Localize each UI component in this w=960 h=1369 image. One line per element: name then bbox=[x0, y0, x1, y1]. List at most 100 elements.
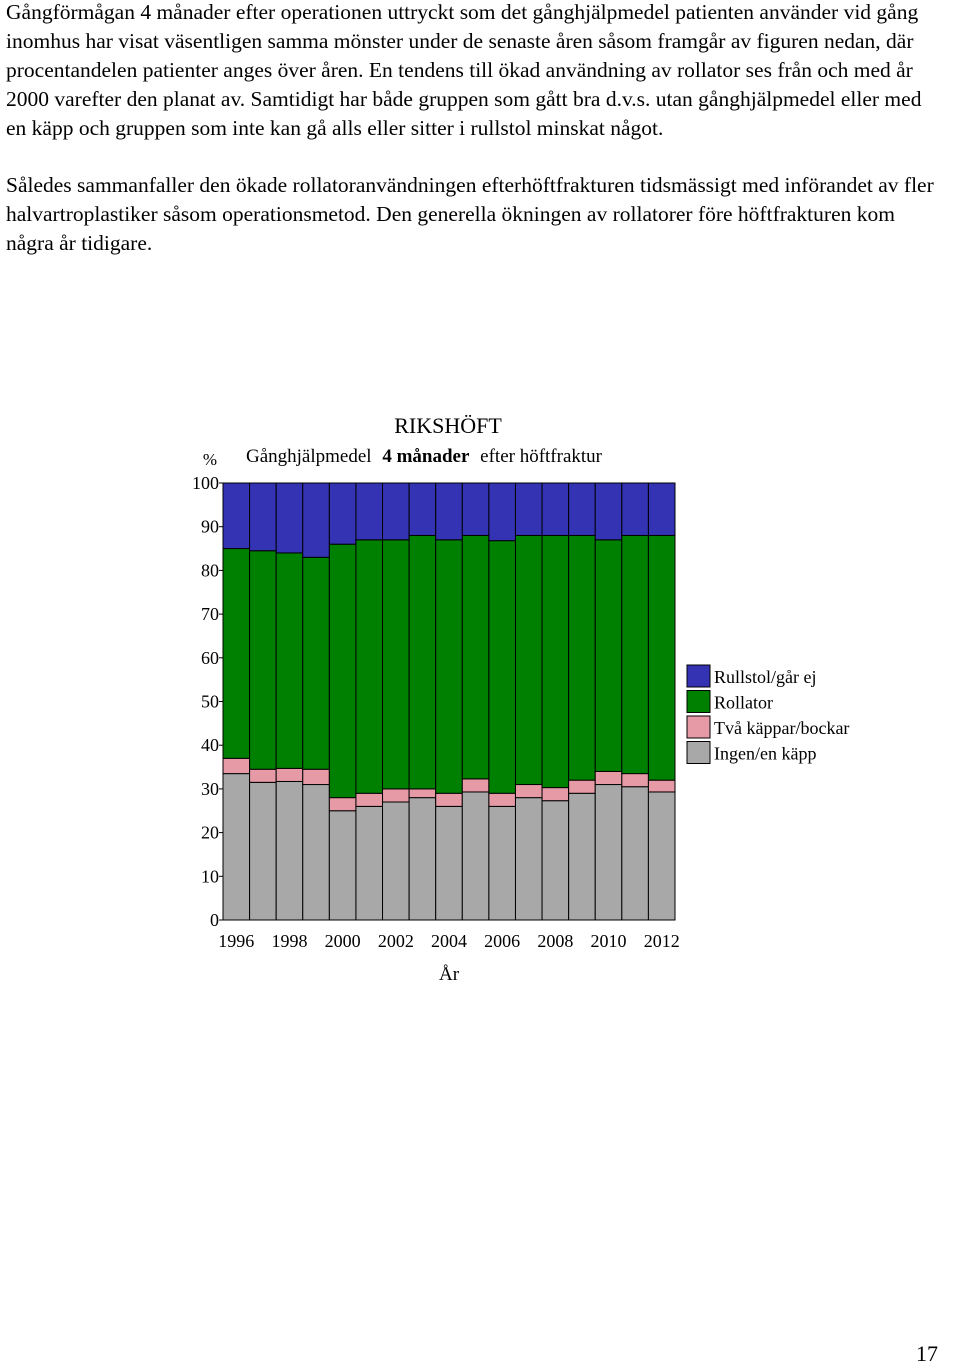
legend-label-1: Rollator bbox=[714, 693, 773, 713]
legend-swatch-0 bbox=[686, 664, 711, 688]
bar-1999-series-2 bbox=[302, 556, 330, 770]
y-tick-label-40: 40 bbox=[201, 735, 219, 755]
bar-1997-series-2 bbox=[249, 550, 277, 770]
x-tick-label-2000: 2000 bbox=[325, 931, 361, 951]
y-tick-label-100: 100 bbox=[192, 473, 219, 493]
plot-area: 0 10 20 30 40 50 60 70 80 90 100 1996 1998 2000 2002 20… bbox=[192, 473, 680, 951]
bar-2003-series-2 bbox=[408, 534, 437, 790]
bar-2009-series-0 bbox=[568, 792, 596, 921]
bar-2005-series-2 bbox=[461, 534, 490, 780]
legend-swatch-1 bbox=[686, 690, 711, 713]
bar-2009-series-2 bbox=[568, 534, 596, 781]
bar-2000-series-1 bbox=[328, 797, 357, 812]
bar-2007-series-1 bbox=[514, 784, 543, 799]
x-tick-label-2002: 2002 bbox=[378, 931, 414, 951]
bar-2012-series-2 bbox=[647, 534, 676, 781]
y-tick-label-90: 90 bbox=[201, 517, 219, 537]
bar-1999-series-0 bbox=[302, 784, 330, 921]
bar-2010-series-1 bbox=[594, 770, 623, 786]
x-tick-label-2008: 2008 bbox=[537, 931, 573, 951]
legend-label-0: Rullstol/går ej bbox=[714, 667, 817, 687]
legend-swatch-2 bbox=[686, 715, 711, 739]
bar-2001-series-3 bbox=[355, 482, 384, 541]
bar-1996-series-0 bbox=[222, 773, 251, 921]
bar-2003-series-0 bbox=[408, 797, 437, 921]
bar-1996-series-3 bbox=[222, 482, 251, 550]
bar-2012-series-1 bbox=[647, 779, 676, 793]
bar-2005-series-3 bbox=[461, 482, 490, 536]
bar-2009-series-3 bbox=[568, 482, 596, 536]
bar-2008-series-3 bbox=[541, 482, 570, 536]
page-number: 17 bbox=[916, 1341, 938, 1366]
bar-2010-series-3 bbox=[594, 482, 623, 541]
bar-2004-series-3 bbox=[435, 482, 463, 541]
legend-swatch-3 bbox=[686, 741, 711, 764]
bar-2001-series-1 bbox=[355, 792, 384, 807]
walking-aid-chart: RIKSHÖFT Gånghjälpmedel 4 månader efter … bbox=[192, 413, 849, 985]
bar-1996-series-2 bbox=[222, 548, 251, 759]
y-tick-label-70: 70 bbox=[201, 604, 219, 624]
bar-2005-series-0 bbox=[461, 791, 490, 921]
y-tick-label-50: 50 bbox=[201, 692, 219, 712]
chart-subtitle-suffix: efter höftfraktur bbox=[480, 446, 603, 467]
bar-2011-series-2 bbox=[621, 534, 649, 775]
chart-title: RIKSHÖFT bbox=[394, 413, 502, 438]
bar-2011-series-3 bbox=[621, 482, 649, 536]
y-tick-label-10: 10 bbox=[201, 866, 219, 886]
bar-2012-series-0 bbox=[647, 791, 676, 921]
chart-subtitle-prefix: Gånghjälpmedel bbox=[246, 446, 372, 467]
bar-1997-series-1 bbox=[249, 768, 277, 783]
paragraph-intro: Gångförmågan 4 månader efter operationen… bbox=[6, 0, 922, 140]
bar-1999-series-1 bbox=[302, 768, 330, 786]
bar-2006-series-3 bbox=[488, 482, 516, 542]
x-axis-label: År bbox=[439, 964, 460, 985]
y-tick-label-80: 80 bbox=[201, 560, 219, 580]
bar-2000-series-0 bbox=[328, 810, 357, 921]
x-tick-label-2010: 2010 bbox=[591, 931, 627, 951]
bar-2005-series-1 bbox=[461, 778, 490, 793]
bar-2004-series-1 bbox=[435, 792, 463, 807]
bar-2007-series-0 bbox=[514, 797, 543, 921]
bar-1998-series-0 bbox=[275, 780, 304, 921]
bar-2004-series-0 bbox=[435, 805, 463, 921]
y-tick-label-20: 20 bbox=[201, 823, 219, 843]
bar-2006-series-2 bbox=[488, 540, 516, 794]
legend-label-3: Ingen/en käpp bbox=[714, 744, 816, 764]
bar-2001-series-0 bbox=[355, 805, 384, 921]
x-tick-label-2012: 2012 bbox=[644, 931, 680, 951]
bar-1998-series-3 bbox=[275, 482, 304, 554]
bar-1996-series-1 bbox=[222, 757, 251, 775]
bar-2010-series-0 bbox=[594, 784, 623, 921]
paragraph-conclusion: Således sammanfaller den ökade rollatora… bbox=[6, 173, 934, 255]
chart-subtitle-bold: 4 månader bbox=[382, 446, 470, 467]
x-tick-label-1996: 1996 bbox=[218, 931, 254, 951]
bar-2010-series-2 bbox=[594, 539, 623, 772]
bar-2001-series-2 bbox=[355, 539, 384, 794]
bar-2009-series-1 bbox=[568, 779, 596, 794]
bar-2000-series-3 bbox=[328, 482, 357, 545]
y-tick-label-0: 0 bbox=[210, 910, 219, 930]
bar-2007-series-3 bbox=[514, 482, 543, 536]
bar-2002-series-2 bbox=[382, 539, 410, 790]
bar-2002-series-1 bbox=[382, 788, 410, 803]
bar-2002-series-3 bbox=[382, 482, 410, 541]
bar-1998-series-1 bbox=[275, 767, 304, 782]
bar-2008-series-0 bbox=[541, 800, 570, 921]
bar-2004-series-2 bbox=[435, 539, 463, 794]
y-axis-label: % bbox=[203, 450, 217, 469]
bar-2006-series-0 bbox=[488, 805, 516, 921]
bar-2008-series-2 bbox=[541, 534, 570, 789]
bar-2011-series-1 bbox=[621, 773, 649, 788]
bar-1997-series-0 bbox=[249, 781, 277, 921]
chart-legend: Rullstol/går ej Rollator Två käppar/bockar… bbox=[686, 664, 849, 764]
y-tick-label-30: 30 bbox=[201, 779, 219, 799]
bar-1997-series-3 bbox=[249, 482, 277, 552]
legend-label-2: Två käppar/bockar bbox=[714, 718, 849, 738]
y-tick-label-60: 60 bbox=[201, 648, 219, 668]
x-tick-label-1998: 1998 bbox=[271, 931, 307, 951]
bar-2003-series-3 bbox=[408, 482, 437, 536]
bar-2002-series-0 bbox=[382, 801, 410, 921]
x-tick-label-2006: 2006 bbox=[484, 931, 520, 951]
bar-2011-series-0 bbox=[621, 786, 649, 921]
bar-2008-series-1 bbox=[541, 787, 570, 802]
